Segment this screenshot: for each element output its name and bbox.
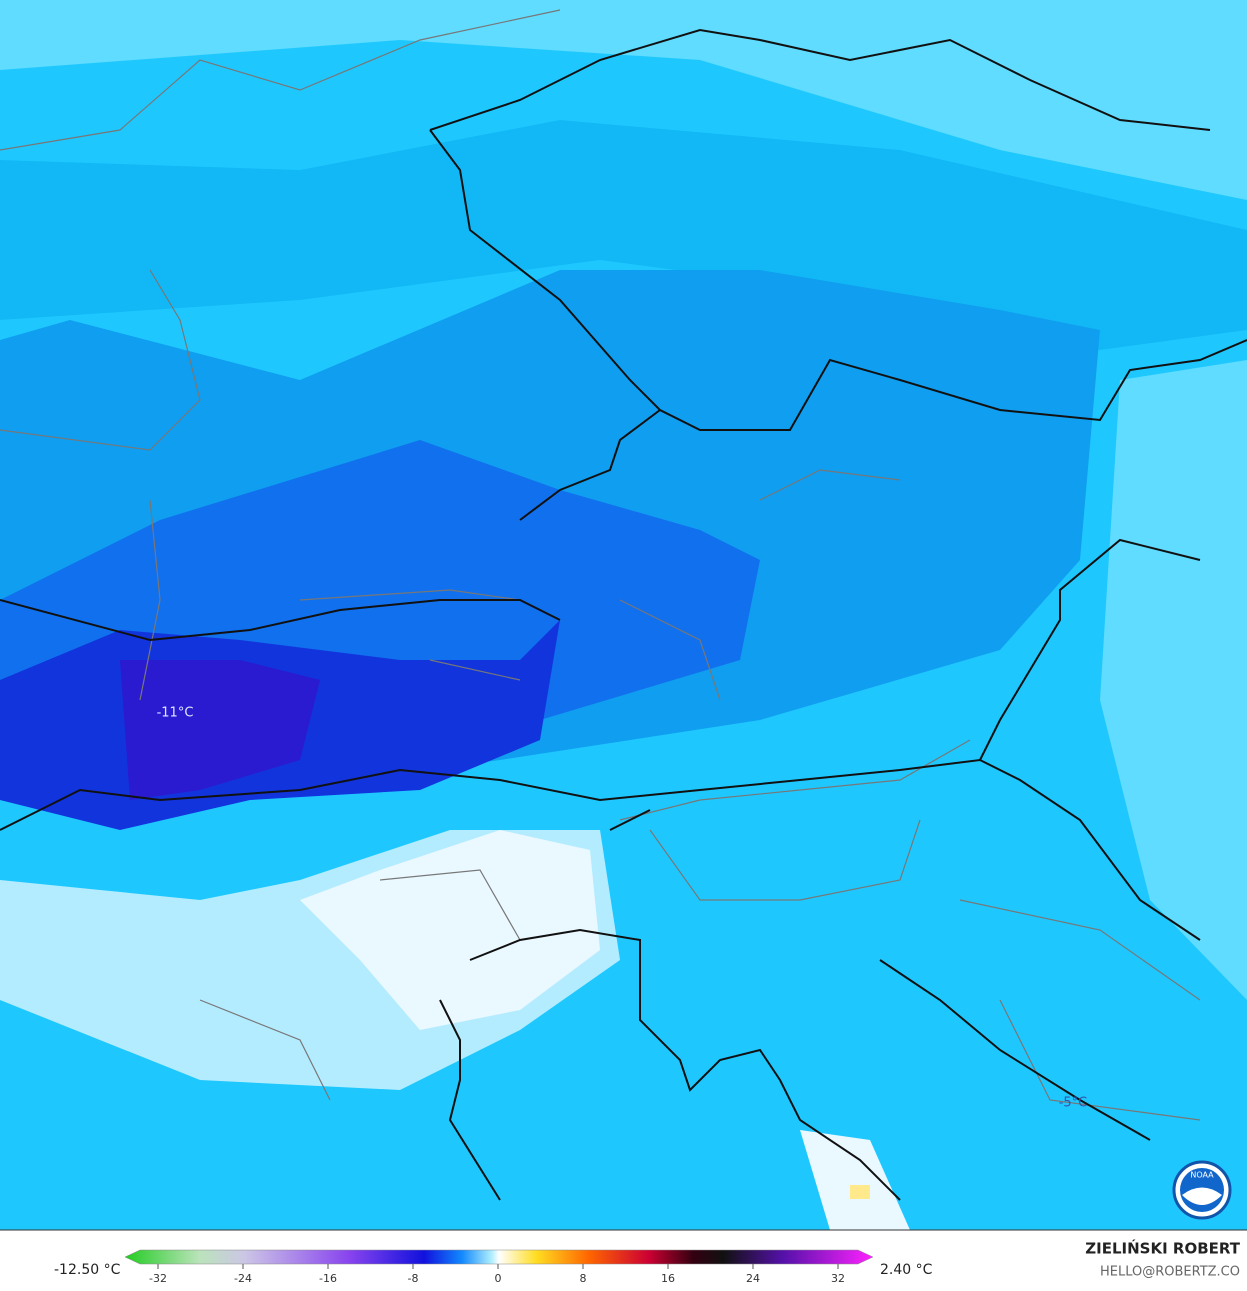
tick-label: 24 [746, 1272, 760, 1285]
logo-gull [1182, 1187, 1222, 1205]
min-label: -12.50 °C [54, 1262, 121, 1278]
temp-band [300, 830, 600, 1030]
colorbar-ticks: -32 -24 -16 -8 0 8 16 24 32 [149, 1264, 845, 1285]
temp-band [0, 120, 1247, 350]
map: -11°C -5°C NOAA [0, 0, 1247, 1230]
tick-label: 8 [580, 1272, 587, 1285]
noaa-logo: NOAA [1172, 1160, 1232, 1220]
country-borders [0, 28, 1247, 1201]
map-label: -5°C [1059, 1096, 1088, 1111]
tick-label: -8 [408, 1272, 419, 1285]
tick-label: -16 [319, 1272, 337, 1285]
max-label: 2.40 °C [880, 1262, 933, 1278]
tick-label: -24 [234, 1272, 252, 1285]
temp-band [120, 660, 320, 800]
map-label: -11°C [157, 706, 194, 721]
tick-label: 16 [661, 1272, 675, 1285]
contact: HELLO@ROBERTZ.CO [1100, 1265, 1240, 1280]
logo-text: NOAA [1190, 1171, 1214, 1180]
colorbar [124, 1249, 874, 1265]
temp-band [800, 1130, 910, 1230]
temp-band [1100, 360, 1247, 1000]
temp-band [850, 1185, 870, 1199]
tick-label: 32 [831, 1272, 845, 1285]
author: ZIELIŃSKI ROBERT [1085, 1239, 1240, 1258]
borders [0, 9, 1201, 1121]
temp-band [0, 0, 1247, 200]
tick-label: 0 [495, 1272, 502, 1285]
tick-label: -32 [149, 1272, 167, 1285]
